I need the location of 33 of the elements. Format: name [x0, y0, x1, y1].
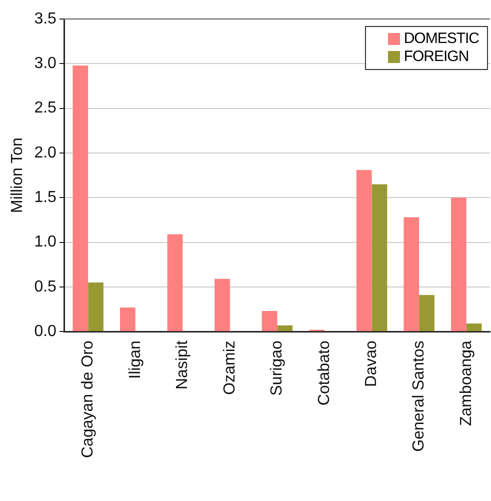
- x-tick-label: Iligan: [126, 340, 144, 379]
- bar: [277, 325, 293, 332]
- bar: [262, 311, 278, 332]
- bar: [419, 294, 434, 332]
- x-tick-label: Ozamiz: [221, 340, 238, 395]
- x-tick-label: Surigao: [268, 340, 286, 396]
- bar: [167, 234, 183, 332]
- y-tick-label: 0.5: [34, 278, 57, 296]
- bar: [450, 198, 466, 332]
- bar: [120, 307, 136, 332]
- bar: [404, 217, 420, 332]
- bar: [214, 278, 230, 332]
- bar: [466, 324, 482, 332]
- x-tick-label: Davao: [363, 340, 380, 387]
- y-axis-title: Million Ton: [9, 138, 26, 213]
- x-tick-label: Cagayan de Oro: [79, 340, 96, 458]
- x-tick-label: General Santos: [410, 340, 428, 452]
- x-tick-label: Cotabato: [316, 340, 333, 406]
- legend-label: FOREIGN: [404, 48, 469, 66]
- x-tick-label: Zamboanga: [458, 340, 475, 426]
- legend-label: DOMESTIC: [404, 30, 479, 48]
- bar: [72, 65, 88, 332]
- y-tick-label: 1.5: [34, 189, 57, 206]
- bar: [372, 184, 388, 332]
- bar: [88, 282, 104, 332]
- y-tick-label: 0.0: [34, 323, 57, 340]
- y-tick-label: 3.0: [34, 55, 57, 72]
- y-tick-label: 1.0: [34, 234, 57, 251]
- bar: [356, 170, 372, 332]
- y-tick-label: 2.5: [34, 100, 57, 117]
- x-tick-label: Nasipit: [174, 340, 192, 390]
- y-tick-label: 3.5: [34, 10, 57, 28]
- y-tick-label: 2.0: [34, 144, 57, 162]
